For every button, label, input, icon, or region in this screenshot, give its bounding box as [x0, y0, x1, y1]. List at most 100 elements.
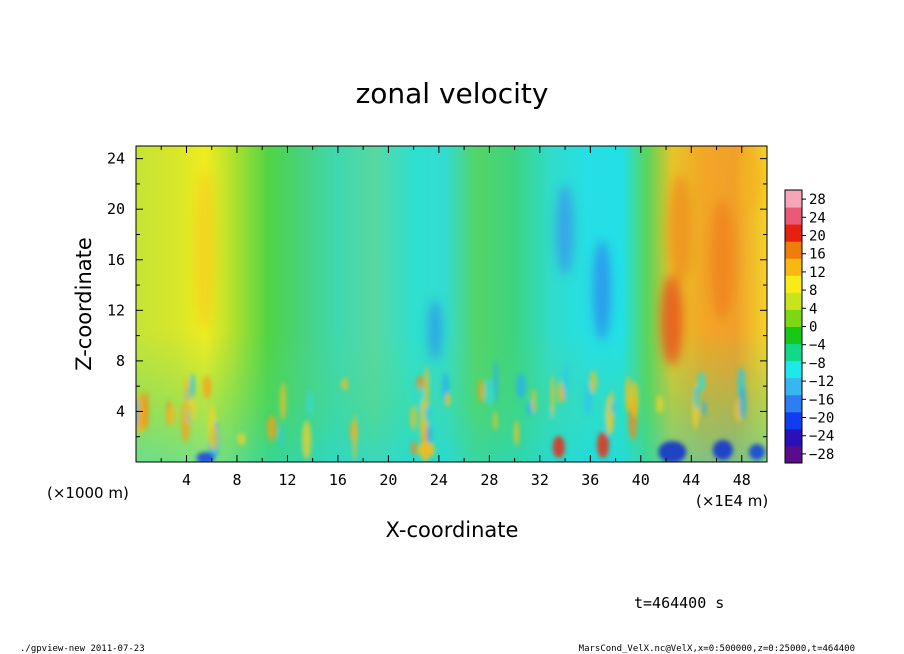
- velocity-streak: [189, 373, 196, 398]
- colorbar-tick-label: −28: [809, 447, 834, 463]
- colorbar-tick-label: 8: [809, 283, 817, 299]
- velocity-streak: [656, 394, 664, 414]
- velocity-streak: [266, 415, 277, 441]
- colorbar-segment: [785, 207, 802, 225]
- velocity-streak: [739, 386, 747, 421]
- x-axis-title: X-coordinate: [386, 518, 519, 542]
- velocity-extreme: [596, 432, 609, 458]
- colorbar-tick-label: 4: [809, 301, 817, 317]
- velocity-streak: [302, 420, 312, 460]
- velocity-streak: [279, 382, 287, 421]
- velocity-streak: [493, 411, 498, 431]
- y-axis: 4 8 12 16 20 24: [107, 150, 767, 438]
- colorbar-segment: [785, 190, 802, 208]
- velocity-streak: [410, 405, 417, 431]
- colorbar-segment: [785, 394, 802, 413]
- x-tick-label: 20: [379, 471, 397, 489]
- y-tick-label: 12: [107, 301, 125, 319]
- velocity-streak: [589, 370, 598, 394]
- colorbar-segment: [785, 241, 802, 259]
- colorbar-tick-label: −20: [809, 411, 834, 427]
- plot-frame: [135, 145, 768, 463]
- velocity-streak: [697, 371, 706, 393]
- y-tick-label: 8: [116, 352, 125, 370]
- colorbar-tick-label: 20: [809, 229, 826, 245]
- colorbar-segment: [785, 326, 802, 345]
- velocity-streak: [444, 392, 451, 407]
- colorbar-segment: [785, 309, 802, 327]
- colorbar-segment: [785, 292, 802, 310]
- colorbar-segment: [785, 360, 802, 379]
- x-tick-label: 24: [430, 471, 448, 489]
- x-tick-label: 8: [232, 471, 241, 489]
- y-tick-label: 20: [107, 200, 125, 218]
- x-tick-label: 16: [329, 471, 347, 489]
- colorbar-segment: [785, 428, 802, 447]
- velocity-streak: [484, 377, 495, 407]
- velocity-streak: [136, 397, 139, 427]
- x-tick-label: 44: [682, 471, 700, 489]
- chart-title: zonal velocity: [356, 77, 549, 110]
- y-tick-label: 4: [116, 402, 125, 420]
- colorbar-tick-label: 24: [809, 210, 826, 226]
- x-tick-label: 40: [632, 471, 650, 489]
- x-tick-label: 48: [733, 471, 751, 489]
- velocity-streak: [630, 380, 639, 418]
- velocity-extreme: [658, 441, 687, 462]
- y-axis-title: Z-coordinate: [72, 237, 96, 371]
- velocity-streak: [202, 375, 212, 399]
- velocity-streak: [493, 359, 498, 404]
- velocity-streak: [410, 440, 417, 456]
- velocity-streak: [237, 432, 246, 445]
- velocity-streak: [563, 362, 570, 400]
- x-tick-label: 36: [581, 471, 599, 489]
- velocity-streak: [416, 375, 425, 391]
- colorbar-tick-label: 28: [809, 192, 826, 208]
- velocity-streak: [306, 390, 315, 415]
- y-tick-label: 16: [107, 251, 125, 269]
- velocity-streak: [513, 420, 520, 447]
- velocity-streak: [583, 381, 594, 416]
- x-scale-label: (×1E4 m): [696, 492, 768, 510]
- colorbar-tick-label: −16: [809, 392, 834, 408]
- velocity-streak: [426, 424, 433, 446]
- velocity-streak: [610, 400, 618, 415]
- heatmap-field: [136, 146, 767, 462]
- colorbar-tick-label: 0: [809, 320, 817, 336]
- velocity-streak: [210, 424, 218, 451]
- velocity-streak: [340, 377, 349, 391]
- x-tick-label: 32: [531, 471, 549, 489]
- velocity-streak: [166, 404, 177, 426]
- velocity-streak: [516, 373, 526, 399]
- colorbar-segment: [785, 445, 802, 464]
- velocity-streak: [352, 413, 358, 461]
- colorbar-tick-label: −24: [809, 429, 834, 445]
- colorbar-segment: [785, 224, 802, 242]
- velocity-streak: [701, 400, 707, 417]
- colorbar-tick-label: −12: [809, 374, 834, 390]
- x-tick-label: 12: [278, 471, 296, 489]
- colorbar-segment: [785, 343, 802, 362]
- colorbar-tick-label: 16: [809, 247, 826, 263]
- velocity-streak: [693, 385, 700, 410]
- footer-left: ./gpview-new 2011-07-23: [20, 644, 145, 654]
- velocity-extreme: [417, 442, 436, 458]
- footer-right: MarsCond_VelX.nc@VelX,x=0:500000,z=0:250…: [579, 644, 855, 654]
- velocity-extreme: [712, 440, 733, 460]
- colorbar: 28 24 20 16 12 8 4 0 −4 −8 −12 −16 −20 −24 −28: [784, 189, 834, 464]
- velocity-extreme: [196, 452, 215, 462]
- x-tick-label: 4: [182, 471, 191, 489]
- velocity-streak: [144, 390, 149, 430]
- colorbar-segment: [785, 377, 802, 396]
- colorbar-tick-label: 12: [809, 265, 826, 281]
- velocity-streak: [423, 366, 430, 409]
- colorbar-segment: [785, 275, 802, 293]
- velocity-streak: [187, 398, 197, 422]
- x-axis: 4 8 12 16 20 24 28 32 36 40 44 48: [160, 146, 751, 489]
- velocity-streak: [424, 405, 432, 423]
- time-label: t=464400 s: [634, 594, 724, 612]
- velocity-streak: [624, 375, 632, 413]
- velocity-extreme: [552, 436, 565, 458]
- velocity-streak: [550, 374, 555, 418]
